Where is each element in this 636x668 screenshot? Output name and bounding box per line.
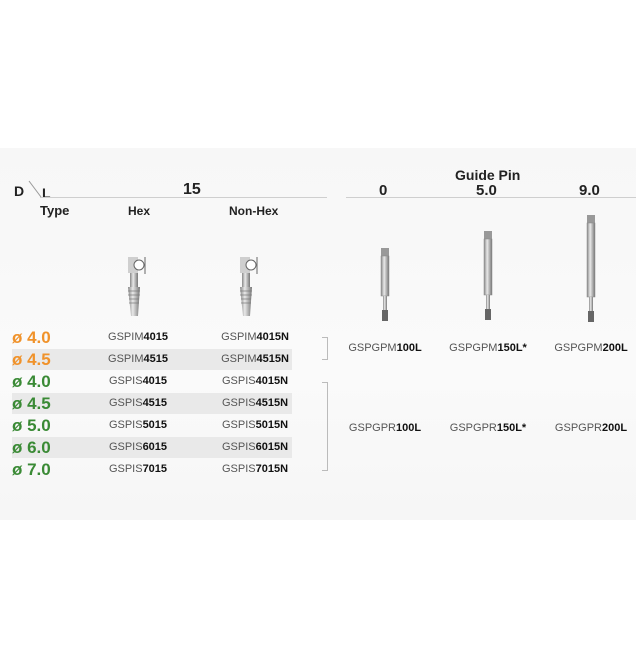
gpm-code-9: GSPGPM200L bbox=[554, 342, 628, 354]
hex-label: Hex bbox=[128, 204, 151, 218]
diameter-label: ø 4.0 bbox=[12, 372, 51, 391]
hex-code: GSPIS4515 bbox=[108, 397, 168, 409]
hex-code: GSPIM4515 bbox=[108, 353, 168, 365]
table-row: ø 6.0 GSPIS6015 GSPIS6015N bbox=[12, 437, 292, 458]
hex-code: GSPIS6015 bbox=[108, 441, 168, 453]
diagonal-divider bbox=[28, 180, 42, 198]
gpm-bracket bbox=[322, 337, 328, 360]
gpr-code-9: GSPGPR200L bbox=[554, 422, 628, 434]
hex-screw-image bbox=[128, 257, 146, 316]
table-row: ø 7.0 GSPIS7015 GSPIS7015N bbox=[12, 459, 292, 480]
nonhex-code: GSPIM4515N bbox=[221, 353, 289, 365]
diameter-label: ø 7.0 bbox=[12, 460, 51, 479]
table-row: ø 4.0 GSPIS4015 GSPIS4015N bbox=[12, 371, 292, 392]
hex-code: GSPIS5015 bbox=[108, 419, 168, 431]
header-divider bbox=[40, 197, 327, 198]
guide-pin-divider bbox=[346, 197, 636, 198]
gpm-code-0: GSPGPM100L bbox=[348, 342, 422, 354]
guide-pin-9-image bbox=[586, 215, 596, 322]
guide-pin-col-5: 5.0 bbox=[476, 182, 497, 199]
d-label: D bbox=[14, 183, 25, 199]
nonhex-code: GSPIS5015N bbox=[221, 419, 289, 431]
guide-pin-col-9: 9.0 bbox=[579, 182, 600, 199]
nonhex-code: GSPIS6015N bbox=[221, 441, 289, 453]
guide-pin-col-0: 0 bbox=[379, 182, 388, 199]
table-row: ø 4.5 GSPIM4515 GSPIM4515N bbox=[12, 349, 292, 370]
table-row: ø 5.0 GSPIS5015 GSPIS5015N bbox=[12, 415, 292, 436]
type-label: Type bbox=[40, 203, 70, 218]
guide-pin-label: Guide Pin bbox=[455, 167, 521, 183]
nonhex-code: GSPIS4015N bbox=[221, 375, 289, 387]
diameter-label: ø 5.0 bbox=[12, 416, 51, 435]
length-value: 15 bbox=[183, 181, 201, 198]
nonhex-code: GSPIM4015N bbox=[221, 331, 289, 343]
table-row: ø 4.5 GSPIS4515 GSPIS4515N bbox=[12, 393, 292, 414]
guide-pin-5-image bbox=[483, 231, 493, 320]
hex-code: GSPIM4015 bbox=[108, 331, 168, 343]
gpr-code-5: GSPGPR150L* bbox=[449, 422, 527, 434]
nonhex-screw-image bbox=[240, 257, 258, 316]
diameter-label: ø 4.0 bbox=[12, 328, 51, 347]
diameter-label: ø 4.5 bbox=[12, 350, 51, 369]
gpr-bracket bbox=[322, 382, 328, 471]
diameter-label: ø 4.5 bbox=[12, 394, 51, 413]
guide-pin-0-image bbox=[380, 248, 390, 321]
gpr-code-0: GSPGPR100L bbox=[348, 422, 422, 434]
nonhex-code: GSPIS4515N bbox=[221, 397, 289, 409]
nonhex-label: Non-Hex bbox=[229, 204, 279, 218]
nonhex-code: GSPIS7015N bbox=[221, 463, 289, 475]
hex-code: GSPIS4015 bbox=[108, 375, 168, 387]
catalog-panel bbox=[0, 148, 636, 520]
gpm-code-5: GSPGPM150L* bbox=[449, 342, 527, 354]
hex-code: GSPIS7015 bbox=[108, 463, 168, 475]
table-row: ø 4.0 GSPIM4015 GSPIM4015N bbox=[12, 327, 292, 348]
l-label: L bbox=[42, 185, 51, 201]
diameter-label: ø 6.0 bbox=[12, 438, 51, 457]
